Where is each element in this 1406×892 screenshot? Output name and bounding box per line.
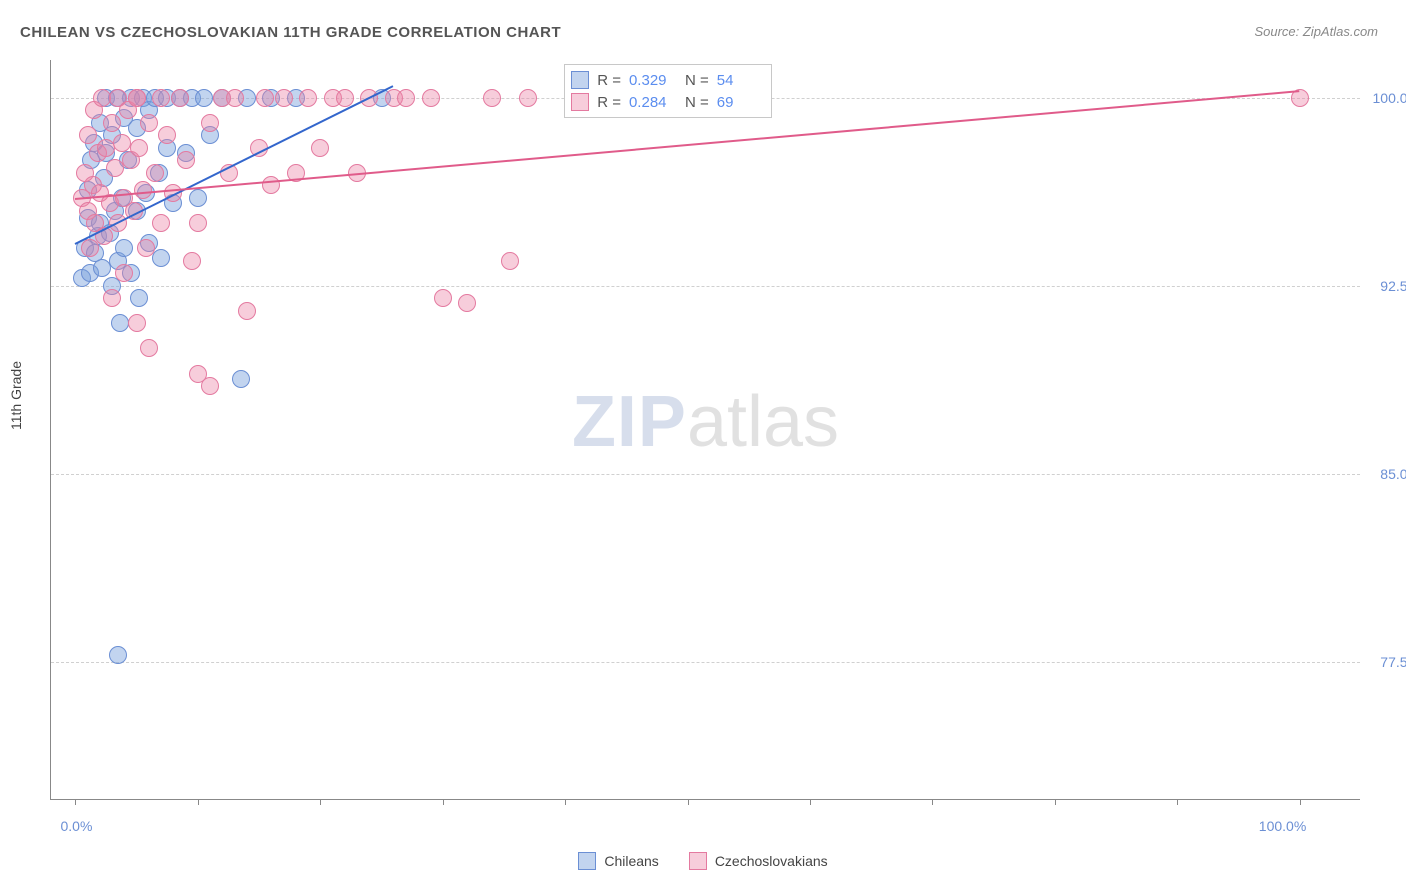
data-point	[226, 89, 244, 107]
stat-r-value: 0.284	[629, 94, 677, 111]
legend-swatch-icon	[689, 852, 707, 870]
data-point	[232, 370, 250, 388]
x-tick	[443, 799, 444, 805]
stat-n-value: 54	[717, 72, 765, 89]
stat-n-value: 69	[717, 94, 765, 111]
stat-n-label: N =	[685, 94, 709, 111]
x-tick	[565, 799, 566, 805]
scatter-plot-area: ZIPatlas 77.5%85.0%92.5%100.0%	[50, 60, 1360, 800]
data-point	[256, 89, 274, 107]
data-point	[109, 646, 127, 664]
data-point	[140, 339, 158, 357]
data-point	[201, 114, 219, 132]
data-point	[238, 302, 256, 320]
legend-swatch-icon	[578, 852, 596, 870]
stat-r-label: R =	[597, 94, 621, 111]
stat-r-label: R =	[597, 72, 621, 89]
data-point	[189, 214, 207, 232]
legend-label: Chileans	[604, 853, 658, 869]
data-point	[130, 289, 148, 307]
stats-swatch-icon	[571, 71, 589, 89]
legend-item-chileans: Chileans	[578, 852, 658, 870]
data-point	[189, 189, 207, 207]
y-tick-label: 85.0%	[1365, 466, 1406, 482]
data-point	[103, 114, 121, 132]
data-point	[171, 89, 189, 107]
correlation-stats-box: R = 0.329 N = 54 R = 0.284 N = 69	[564, 64, 772, 118]
data-point	[113, 134, 131, 152]
data-point	[299, 89, 317, 107]
data-point	[177, 151, 195, 169]
stats-swatch-icon	[571, 93, 589, 111]
x-tick	[1177, 799, 1178, 805]
watermark-atlas: atlas	[687, 381, 839, 461]
data-point	[275, 89, 293, 107]
gridline	[51, 286, 1360, 287]
data-point	[434, 289, 452, 307]
y-tick-label: 100.0%	[1365, 90, 1406, 106]
data-point	[152, 249, 170, 267]
stat-n-label: N =	[685, 72, 709, 89]
data-point	[483, 89, 501, 107]
x-tick	[320, 799, 321, 805]
data-point	[130, 139, 148, 157]
data-point	[183, 252, 201, 270]
data-point	[140, 114, 158, 132]
data-point	[152, 214, 170, 232]
chart-title: CHILEAN VS CZECHOSLOVAKIAN 11TH GRADE CO…	[20, 24, 561, 41]
y-tick-label: 92.5%	[1365, 278, 1406, 294]
stats-row: R = 0.329 N = 54	[571, 69, 765, 91]
x-axis-min-label: 0.0%	[60, 818, 92, 834]
data-point	[115, 264, 133, 282]
data-point	[201, 377, 219, 395]
gridline	[51, 474, 1360, 475]
data-point	[146, 164, 164, 182]
data-point	[103, 289, 121, 307]
data-point	[152, 89, 170, 107]
x-tick	[688, 799, 689, 805]
data-point	[128, 314, 146, 332]
watermark: ZIPatlas	[572, 380, 839, 462]
x-axis-max-label: 100.0%	[1259, 818, 1306, 834]
data-point	[195, 89, 213, 107]
stat-r-value: 0.329	[629, 72, 677, 89]
data-point	[311, 139, 329, 157]
data-point	[158, 126, 176, 144]
data-point	[501, 252, 519, 270]
legend-item-czechoslovakians: Czechoslovakians	[689, 852, 828, 870]
legend-label: Czechoslovakians	[715, 853, 828, 869]
data-point	[458, 294, 476, 312]
bottom-legend: Chileans Czechoslovakians	[0, 852, 1406, 870]
x-tick	[1055, 799, 1056, 805]
watermark-zip: ZIP	[572, 381, 687, 461]
data-point	[79, 126, 97, 144]
data-point	[128, 89, 146, 107]
x-tick	[932, 799, 933, 805]
gridline	[51, 662, 1360, 663]
y-tick-label: 77.5%	[1365, 654, 1406, 670]
data-point	[137, 239, 155, 257]
x-tick	[810, 799, 811, 805]
x-tick	[75, 799, 76, 805]
y-axis-label: 11th Grade	[8, 361, 24, 430]
x-tick	[1300, 799, 1301, 805]
data-point	[422, 89, 440, 107]
stats-row: R = 0.284 N = 69	[571, 91, 765, 113]
data-point	[111, 314, 129, 332]
data-point	[397, 89, 415, 107]
data-point	[336, 89, 354, 107]
data-point	[115, 239, 133, 257]
chart-source: Source: ZipAtlas.com	[1254, 24, 1378, 39]
data-point	[519, 89, 537, 107]
x-tick	[198, 799, 199, 805]
